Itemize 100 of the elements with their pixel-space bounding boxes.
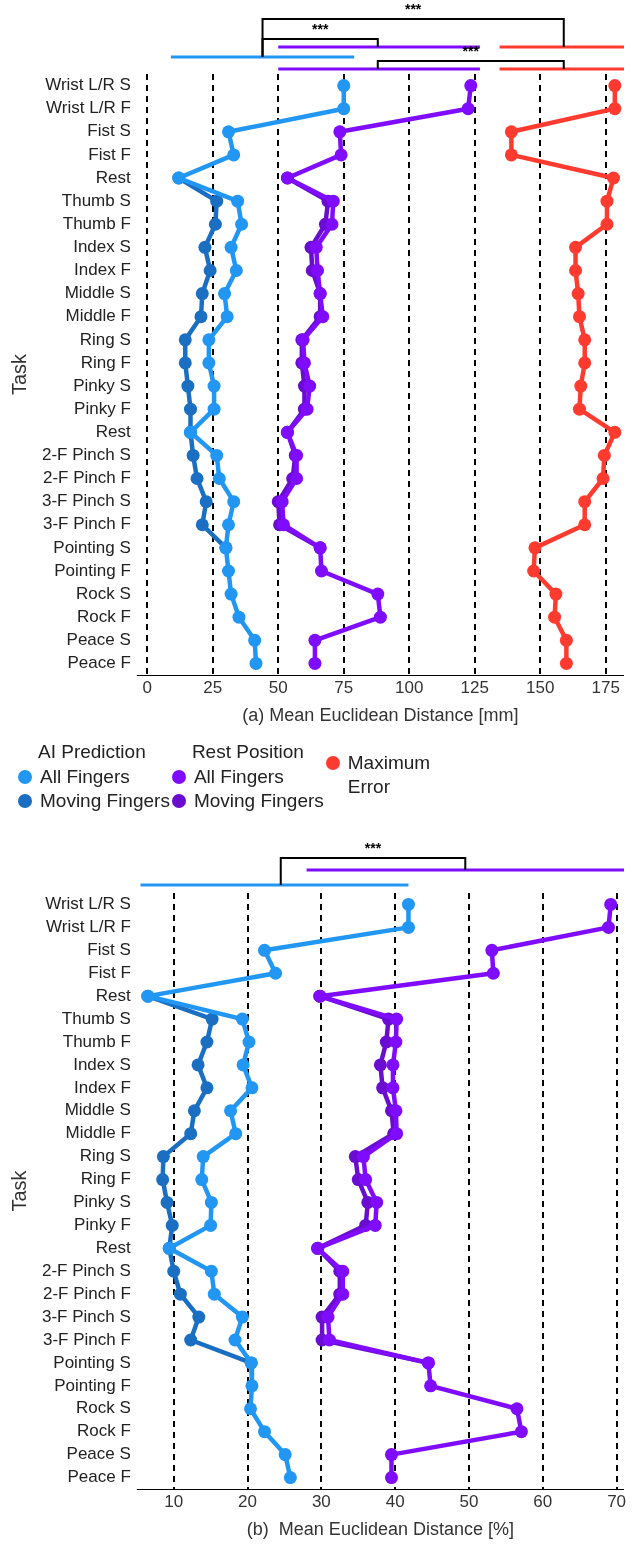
- y-tick-label: Thumb S: [61, 190, 131, 210]
- point: [368, 1218, 382, 1232]
- point: [578, 356, 592, 370]
- point: [386, 1058, 400, 1072]
- point: [186, 448, 200, 462]
- point: [549, 587, 563, 601]
- point: [384, 1448, 398, 1462]
- point: [196, 1150, 210, 1164]
- point: [607, 171, 621, 185]
- point: [389, 1035, 403, 1049]
- point: [236, 1058, 250, 1072]
- point: [333, 125, 347, 139]
- y-tick-label: Pinky S: [73, 375, 131, 395]
- point: [195, 1173, 209, 1187]
- x-tick-label: 40: [385, 1491, 405, 1511]
- y-tick-label: Middle S: [64, 1100, 131, 1120]
- point: [401, 920, 415, 934]
- point: [278, 1448, 292, 1462]
- point: [192, 1310, 206, 1324]
- point: [207, 1287, 221, 1301]
- y-tick-label: Rest: [95, 167, 132, 187]
- y-tick-label: Rock S: [76, 583, 131, 603]
- point: [199, 495, 213, 509]
- point: [242, 1035, 256, 1049]
- point: [178, 333, 192, 347]
- point: [235, 217, 249, 231]
- point: [228, 1333, 242, 1347]
- y-tick-label: Pinky S: [73, 1192, 131, 1212]
- y-tick-label: Rest: [95, 1238, 132, 1257]
- point: [204, 1195, 218, 1209]
- point: [569, 263, 583, 277]
- point: [258, 943, 272, 957]
- y-tick-label: 2-F Pinch S: [42, 445, 131, 465]
- point: [608, 79, 622, 93]
- text: ***: [404, 0, 422, 17]
- point: [173, 1287, 187, 1301]
- point: [464, 79, 478, 93]
- y-tick-label: Rest: [95, 421, 132, 441]
- point: [485, 943, 499, 957]
- y-tick-label: 3-F Pinch F: [42, 1329, 131, 1349]
- x-axis-title: (b) Mean Euclidean Distance [%]: [246, 1519, 514, 1540]
- y-tick-label: Pinky F: [74, 398, 131, 418]
- y-tick-label: Fist S: [87, 121, 131, 141]
- y-tick-label: Fist F: [88, 962, 131, 982]
- point: [229, 1127, 243, 1141]
- point: [227, 148, 241, 162]
- point: [572, 402, 586, 416]
- point: [198, 240, 212, 254]
- y-tick-label: 3-F Pinch S: [42, 491, 131, 511]
- y-tick-label: Index S: [73, 1054, 131, 1074]
- y-tick-label: Index S: [73, 237, 131, 257]
- point: [208, 217, 222, 231]
- x-tick-label: 25: [203, 677, 223, 697]
- x-tick-label: 100: [395, 677, 424, 697]
- y-tick-label: Pointing S: [53, 537, 131, 557]
- point: [245, 1081, 259, 1095]
- point: [235, 1012, 249, 1026]
- x-tick-label: 125: [460, 677, 489, 697]
- y-tick-label: Peace F: [67, 1467, 131, 1487]
- point: [184, 402, 198, 416]
- point: [210, 448, 224, 462]
- point: [390, 1012, 404, 1026]
- point: [187, 1104, 201, 1118]
- point: [559, 633, 573, 647]
- point: [248, 633, 262, 647]
- text: ***: [311, 20, 329, 37]
- point: [486, 966, 500, 980]
- point: [514, 1425, 528, 1439]
- point: [221, 518, 235, 532]
- x-tick-label: 70: [607, 1491, 627, 1511]
- x-tick-label: 50: [459, 1491, 479, 1511]
- point: [321, 1310, 335, 1324]
- y-axis-title: Task: [7, 352, 30, 396]
- point: [224, 587, 238, 601]
- y-tick-label: Rock F: [76, 1421, 131, 1441]
- point: [325, 217, 339, 231]
- legend-label: All Fingers: [40, 765, 130, 789]
- point: [204, 1264, 218, 1278]
- point: [308, 656, 322, 670]
- text: ***: [462, 42, 480, 59]
- y-tick-label: Fist F: [88, 144, 131, 164]
- y-tick-label: Thumb S: [61, 1008, 131, 1028]
- point: [386, 1081, 400, 1095]
- point: [424, 1379, 438, 1393]
- point: [210, 194, 224, 208]
- x-tick-label: 175: [591, 677, 620, 697]
- point: [597, 448, 611, 462]
- point: [207, 379, 221, 393]
- point: [371, 587, 385, 601]
- point: [572, 310, 586, 324]
- point: [249, 656, 263, 670]
- point: [578, 333, 592, 347]
- point: [384, 1471, 398, 1485]
- y-tick-label: 3-F Pinch F: [42, 514, 131, 534]
- point: [308, 633, 322, 647]
- point: [202, 333, 216, 347]
- point: [167, 1264, 181, 1278]
- y-tick-label: Wrist L/R S: [45, 894, 131, 914]
- point: [608, 425, 622, 439]
- point: [178, 356, 192, 370]
